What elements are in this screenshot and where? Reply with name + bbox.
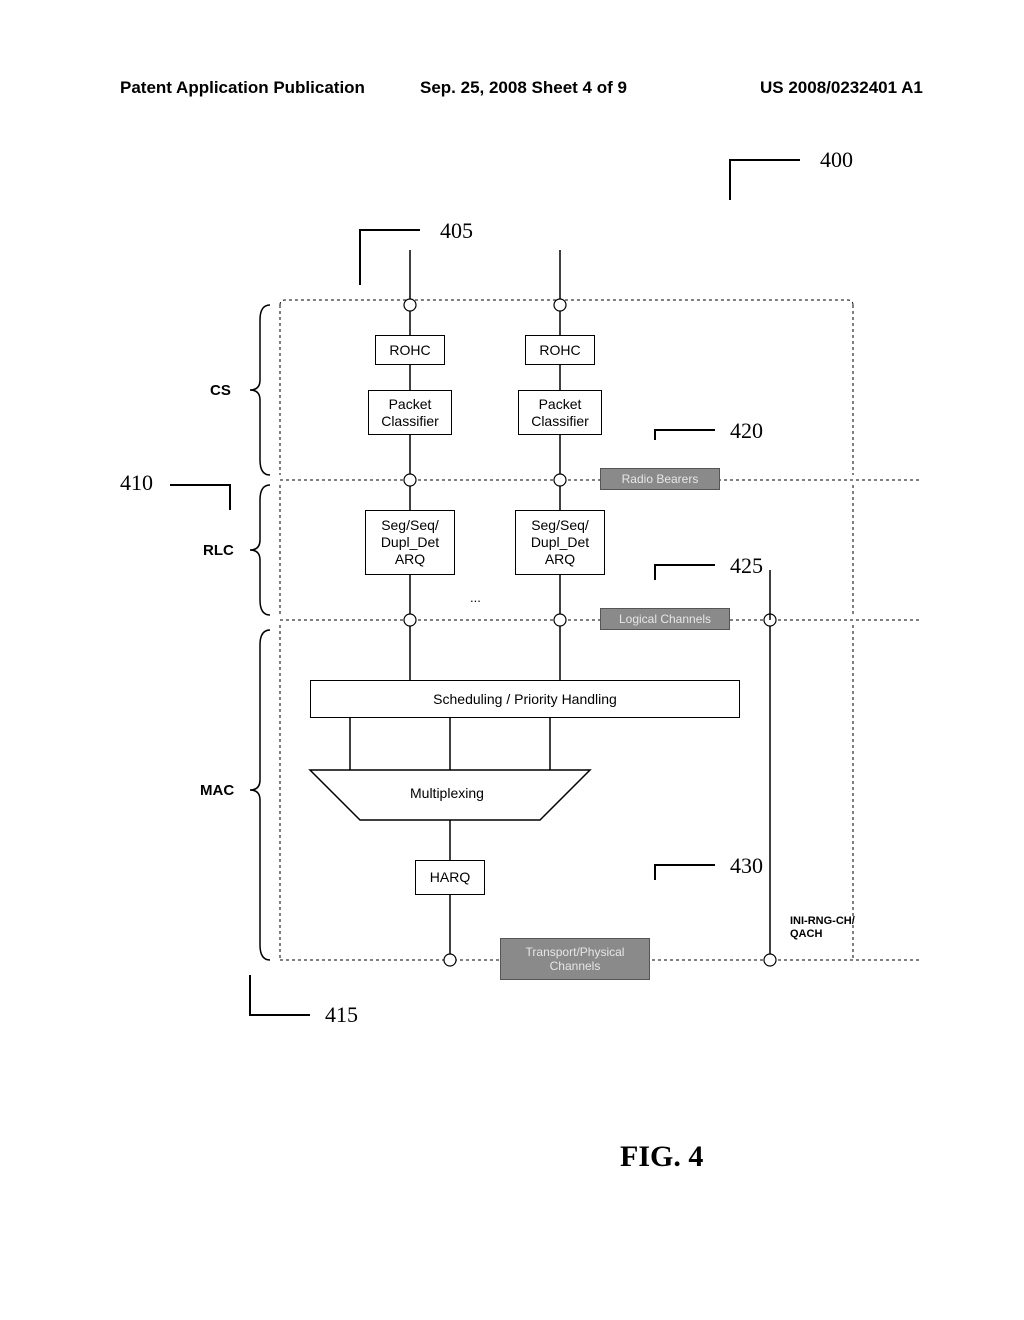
label-radio-bearers: Radio Bearers xyxy=(600,468,720,490)
label-cs: CS xyxy=(210,382,231,399)
label-transport-channels: Transport/Physical Channels xyxy=(500,938,650,980)
ref-420: 420 xyxy=(730,418,763,444)
label-mac: MAC xyxy=(200,782,234,799)
ref-410: 410 xyxy=(120,470,153,496)
label-logical-channels: Logical Channels xyxy=(600,608,730,630)
box-harq: HARQ xyxy=(415,860,485,895)
header-left: Patent Application Publication xyxy=(120,78,365,98)
ref-430: 430 xyxy=(730,853,763,879)
diagram-400: 400 405 420 410 425 430 415 CS RLC MAC R… xyxy=(100,140,920,1080)
ellipsis: ... xyxy=(470,590,481,605)
figure-label: FIG. 4 xyxy=(620,1140,703,1174)
box-packet-classifier-2: Packet Classifier xyxy=(518,390,602,435)
box-seg-2: Seg/Seq/ Dupl_Det ARQ xyxy=(515,510,605,575)
header-right: US 2008/0232401 A1 xyxy=(760,78,923,98)
label-multiplexing: Multiplexing xyxy=(410,785,484,801)
box-seg-1: Seg/Seq/ Dupl_Det ARQ xyxy=(365,510,455,575)
label-ini-rng: INI-RNG-CH/ QACH xyxy=(790,915,855,940)
label-rlc: RLC xyxy=(203,542,234,559)
box-scheduling: Scheduling / Priority Handling xyxy=(310,680,740,718)
ref-400: 400 xyxy=(820,147,853,173)
box-rohc-2: ROHC xyxy=(525,335,595,365)
ref-415: 415 xyxy=(325,1002,358,1028)
ref-405: 405 xyxy=(440,218,473,244)
header-mid: Sep. 25, 2008 Sheet 4 of 9 xyxy=(420,78,627,98)
ref-425: 425 xyxy=(730,553,763,579)
box-packet-classifier-1: Packet Classifier xyxy=(368,390,452,435)
box-rohc-1: ROHC xyxy=(375,335,445,365)
